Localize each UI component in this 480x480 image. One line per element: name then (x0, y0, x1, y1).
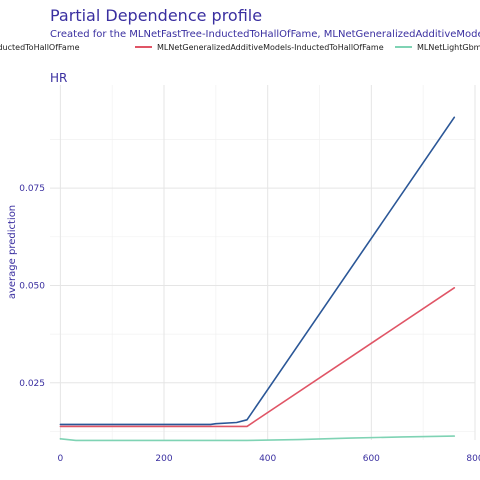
series-line-1 (59, 116, 456, 426)
facet-label: HR (50, 71, 67, 85)
chart-title: Partial Dependence profile (50, 6, 262, 25)
series-line-2 (59, 286, 456, 428)
legend: MLNetFastTree-InductedToHallOfFame MLNetG… (0, 43, 480, 52)
plot-area: 0 200 400 600 800 0.025 0.050 0.075 (19, 85, 480, 464)
legend-label-1: MLNetFastTree-InductedToHallOfFame (0, 43, 80, 52)
x-tick-label: 0 (57, 454, 63, 464)
chart-subtitle: Created for the MLNetFastTree-InductedTo… (50, 29, 480, 40)
y-tick-label: 0.050 (19, 281, 45, 291)
y-axis-title: average prediction (7, 205, 18, 299)
legend-label-3: MLNetLightGbm-InductedToHallOfFame (417, 43, 480, 52)
y-tick-label: 0.075 (19, 184, 45, 194)
x-tick-label: 400 (259, 454, 276, 464)
x-tick-label: 800 (466, 454, 480, 464)
series-line-3 (59, 435, 456, 442)
y-tick-label: 0.025 (19, 379, 45, 389)
x-tick-label: 200 (155, 454, 172, 464)
x-tick-label: 600 (363, 454, 380, 464)
legend-label-2: MLNetGeneralizedAdditiveModels-InductedT… (157, 43, 384, 52)
